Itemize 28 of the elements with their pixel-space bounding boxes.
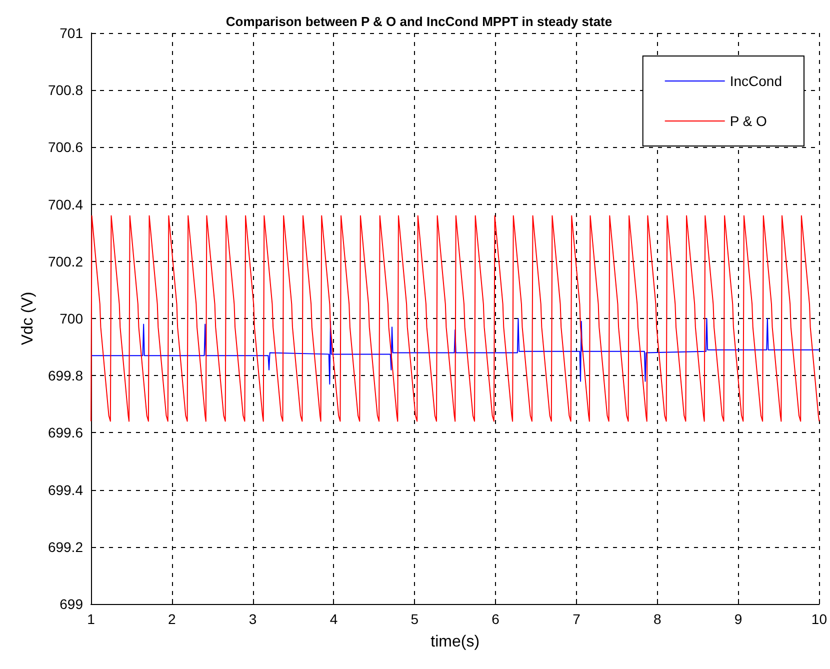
line-series	[90, 318, 820, 385]
line-series	[90, 215, 820, 422]
y-tick-label: 699.4	[48, 482, 84, 498]
x-tick-label: 4	[330, 611, 338, 627]
y-tick-label: 700.8	[48, 82, 84, 98]
x-tick-label: 6	[492, 611, 500, 627]
y-tick-label: 699.2	[48, 538, 84, 555]
legend-label: IncCond	[730, 73, 782, 89]
y-tick-label: 700.6	[48, 139, 84, 156]
x-axis-title: time(s)	[430, 634, 480, 650]
x-tick-label: 9	[734, 611, 742, 627]
y-tick-label: 700.2	[48, 253, 84, 270]
x-tick-label: 10	[811, 611, 828, 627]
chart-title: Comparison between P & O and IncCond MPPT in steady state	[226, 14, 612, 29]
y-tick-label: 699.6	[48, 424, 84, 441]
y-tick-label: 700	[60, 310, 84, 326]
y-axis-title: Vdc (V)	[20, 292, 36, 346]
legend-label: P & O	[730, 113, 768, 129]
y-tick-label: 700.4	[48, 196, 84, 212]
x-tick-label: 5	[410, 611, 419, 627]
x-tick-label: 1	[87, 611, 96, 627]
y-tick-label: 699	[60, 596, 84, 612]
y-tick-label: 699.8	[48, 368, 84, 384]
x-tick-label: 3	[248, 611, 257, 627]
x-tick-label: 8	[653, 611, 662, 627]
y-tick-label: 701	[60, 25, 84, 41]
x-tick-label: 2	[168, 611, 176, 627]
x-tick-label: 7	[572, 611, 581, 627]
